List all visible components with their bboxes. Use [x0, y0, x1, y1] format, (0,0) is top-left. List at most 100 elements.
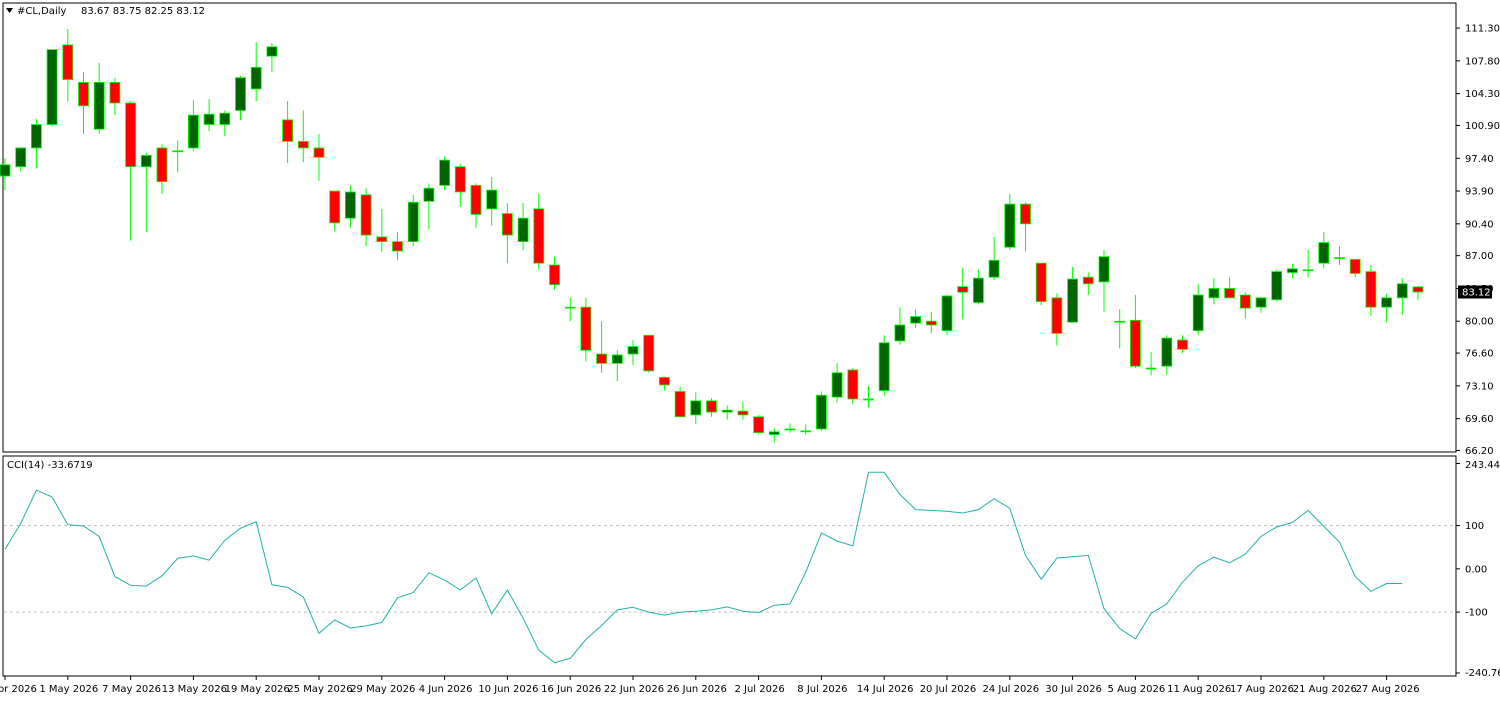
candle-body — [1020, 203, 1031, 225]
date-tick-label: 17 Aug 2026 — [1230, 684, 1294, 695]
date-tick-label: 14 Jul 2026 — [857, 684, 914, 695]
candle-body — [376, 236, 388, 243]
candle-body — [329, 190, 341, 224]
candle-body — [407, 201, 419, 243]
cci-tick-label: -100 — [1465, 608, 1488, 619]
candle-body — [1255, 297, 1267, 308]
candle-body — [816, 394, 827, 430]
date-tick-label: 13 May 2026 — [162, 684, 227, 695]
date-tick-label: 2 Jul 2026 — [734, 684, 784, 695]
ohlc-readout: 83.67 83.75 82.25 83.12 — [81, 6, 205, 17]
price-tick-label: 87.00 — [1465, 251, 1494, 262]
candle-body — [1349, 259, 1361, 274]
candle-body — [627, 346, 639, 355]
candle-body — [501, 213, 513, 236]
candle-body — [109, 81, 121, 104]
candle-body — [690, 400, 702, 416]
candle-body — [15, 147, 27, 168]
candle-body — [674, 391, 686, 418]
candle-body — [1114, 320, 1126, 323]
candle-body — [1051, 297, 1063, 334]
candle-body — [250, 66, 262, 90]
candle-body — [439, 159, 451, 186]
current-price-label: 83.12 — [1458, 285, 1492, 299]
candle-body — [988, 259, 1000, 278]
candle-body — [878, 342, 890, 391]
indicator-panel-frame — [2, 455, 1457, 677]
current-price-box — [1458, 285, 1492, 299]
date-tick-label: 21 Aug 2026 — [1293, 684, 1357, 695]
price-tick-label: 93.90 — [1465, 187, 1494, 198]
candle-body — [1381, 297, 1392, 308]
candle-body — [957, 286, 969, 293]
main-panel-frame — [2, 2, 1457, 453]
date-tick-label: 25 May 2026 — [287, 684, 352, 695]
cci-axis: 243.4473 100 0.00 -100 -240.760 — [1456, 460, 1500, 679]
price-tick-label: 100.90 — [1465, 121, 1500, 132]
cci-line — [4, 471, 1403, 664]
candle-body — [1067, 278, 1078, 323]
price-tick-label: 97.40 — [1465, 154, 1494, 165]
candle-body — [1035, 262, 1047, 302]
price-tick-label: 69.60 — [1465, 414, 1494, 425]
triangle-down-icon[interactable] — [6, 8, 13, 13]
candle-body — [203, 113, 215, 125]
candle-body — [423, 187, 435, 202]
candle-body — [800, 430, 812, 433]
candle-body — [910, 316, 921, 324]
date-tick-label: 20 Jul 2026 — [920, 684, 977, 695]
cci-tick-label: 243.4473 — [1465, 460, 1500, 471]
candle-body — [46, 49, 58, 125]
candle-body — [93, 81, 105, 130]
cci-title: CCI(14) -33.6719 — [7, 460, 93, 471]
candle-body — [611, 354, 623, 364]
cci-tick-label: -240.760 — [1465, 668, 1500, 679]
candle-body — [847, 369, 859, 400]
candle-body — [156, 147, 168, 183]
candle-body — [643, 334, 655, 372]
candle-body — [62, 44, 74, 80]
cci-level-lines — [4, 525, 1455, 613]
candle-body — [140, 155, 152, 168]
candle-body — [344, 191, 356, 219]
price-tick-label: 66.20 — [1465, 446, 1494, 457]
candle-body — [486, 189, 498, 210]
candle-body — [1271, 271, 1283, 301]
price-tick-label: 80.00 — [1465, 317, 1494, 328]
candle-body — [753, 416, 764, 434]
symbol-timeframe: #CL,Daily — [17, 6, 66, 17]
date-tick-label: 1 May 2026 — [39, 684, 98, 695]
candle-body — [235, 77, 246, 111]
candle-body — [549, 264, 560, 286]
price-tick-label: 90.40 — [1465, 219, 1494, 230]
candle-body — [187, 114, 199, 149]
candle-body — [1334, 257, 1345, 259]
price-tick-label: 76.60 — [1465, 349, 1494, 360]
candle-body — [392, 241, 403, 252]
candle-body — [454, 166, 466, 193]
price-tick-label: 111.30 — [1465, 24, 1500, 35]
candle-body — [659, 377, 670, 386]
candle-body — [1318, 242, 1330, 264]
candle-body — [1130, 319, 1141, 367]
candle-body — [1239, 294, 1251, 309]
candle-body — [282, 119, 294, 142]
candle-body — [1208, 288, 1220, 299]
candle-body — [1224, 288, 1235, 299]
candle-body — [973, 277, 984, 303]
candle-body — [706, 400, 717, 413]
candle-body — [297, 140, 309, 149]
candle-body — [1082, 276, 1094, 285]
candle-body — [1396, 283, 1408, 299]
date-tick-label: 27 Apr 2026 — [0, 684, 37, 695]
cci-tick-label: 0.00 — [1465, 564, 1487, 575]
candle-body — [941, 295, 953, 332]
candle-body — [596, 353, 607, 364]
candle-body — [266, 46, 278, 57]
candle-body — [470, 185, 482, 215]
candle-body — [737, 410, 749, 416]
date-tick-label: 29 May 2026 — [350, 684, 415, 695]
